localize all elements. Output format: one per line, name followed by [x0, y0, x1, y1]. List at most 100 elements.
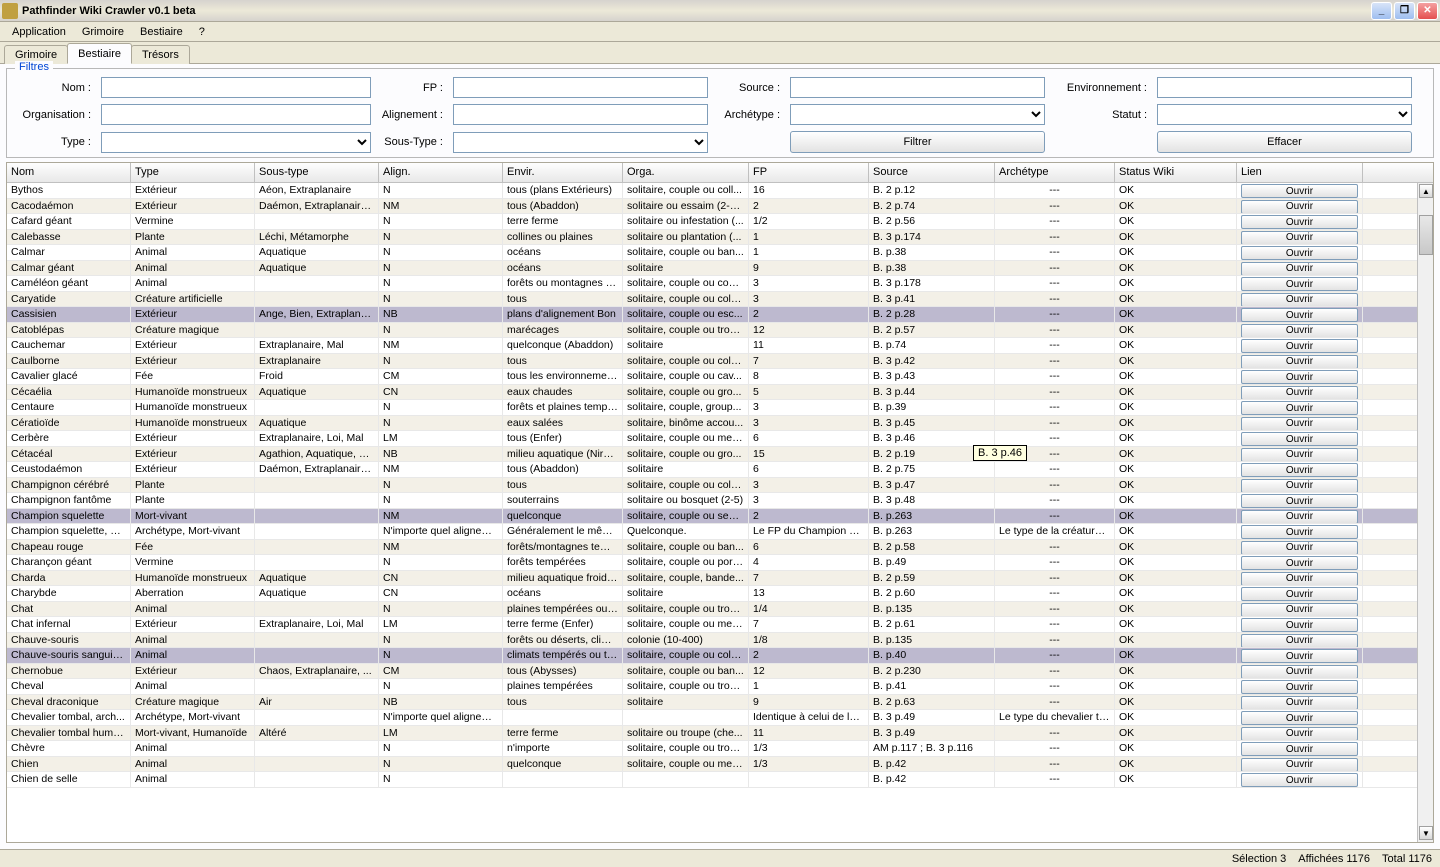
- ouvrir-button[interactable]: Ouvrir: [1241, 572, 1358, 586]
- menu-item-grimoire[interactable]: Grimoire: [74, 24, 132, 40]
- ouvrir-button[interactable]: Ouvrir: [1241, 200, 1358, 214]
- column-header-lien[interactable]: Lien: [1237, 163, 1363, 182]
- ouvrir-button[interactable]: Ouvrir: [1241, 634, 1358, 648]
- table-row[interactable]: Champion squeletteMort-vivantNMquelconqu…: [7, 509, 1421, 525]
- table-row[interactable]: Chevalier tombal humainMort-vivant, Huma…: [7, 726, 1421, 742]
- input-nom[interactable]: [101, 77, 371, 98]
- ouvrir-button[interactable]: Ouvrir: [1241, 696, 1358, 710]
- menu-item-bestiaire[interactable]: Bestiaire: [132, 24, 191, 40]
- ouvrir-button[interactable]: Ouvrir: [1241, 680, 1358, 694]
- select-statut[interactable]: [1157, 104, 1412, 125]
- table-row[interactable]: ChèvreAnimalNn'importesolitaire, couple …: [7, 741, 1421, 757]
- ouvrir-button[interactable]: Ouvrir: [1241, 262, 1358, 276]
- ouvrir-button[interactable]: Ouvrir: [1241, 758, 1358, 772]
- ouvrir-button[interactable]: Ouvrir: [1241, 293, 1358, 307]
- ouvrir-button[interactable]: Ouvrir: [1241, 711, 1358, 725]
- menu-item-application[interactable]: Application: [4, 24, 74, 40]
- table-row[interactable]: Charançon géantVermineNforêts tempéréess…: [7, 555, 1421, 571]
- select-type[interactable]: [101, 132, 371, 153]
- table-row[interactable]: Chapeau rougeFéeNMforêts/montagnes temp.…: [7, 540, 1421, 556]
- ouvrir-button[interactable]: Ouvrir: [1241, 246, 1358, 260]
- table-row[interactable]: Champignon cérébréPlanteNtoussolitaire, …: [7, 478, 1421, 494]
- ouvrir-button[interactable]: Ouvrir: [1241, 308, 1358, 322]
- ouvrir-button[interactable]: Ouvrir: [1241, 355, 1358, 369]
- table-row[interactable]: CeustodaémonExtérieurDaémon, Extraplanai…: [7, 462, 1421, 478]
- ouvrir-button[interactable]: Ouvrir: [1241, 618, 1358, 632]
- table-row[interactable]: CassisienExtérieurAnge, Bien, Extraplana…: [7, 307, 1421, 323]
- table-row[interactable]: BythosExtérieurAéon, ExtraplanaireNtous …: [7, 183, 1421, 199]
- input-fp[interactable]: [453, 77, 708, 98]
- effacer-button[interactable]: Effacer: [1157, 131, 1412, 153]
- tab-trésors[interactable]: Trésors: [131, 45, 190, 64]
- table-row[interactable]: Cavalier glacéFéeFroidCMtous les environ…: [7, 369, 1421, 385]
- table-row[interactable]: CécaéliaHumanoïde monstrueuxAquatiqueCNe…: [7, 385, 1421, 401]
- ouvrir-button[interactable]: Ouvrir: [1241, 773, 1358, 787]
- ouvrir-button[interactable]: Ouvrir: [1241, 479, 1358, 493]
- scroll-thumb[interactable]: [1419, 215, 1433, 255]
- table-row[interactable]: Cafard géantVermineNterre fermesolitaire…: [7, 214, 1421, 230]
- ouvrir-button[interactable]: Ouvrir: [1241, 525, 1358, 539]
- column-header-nom[interactable]: Nom: [7, 163, 131, 182]
- table-row[interactable]: Chauve-sourisAnimalNforêts ou déserts, c…: [7, 633, 1421, 649]
- table-row[interactable]: Calmar géantAnimalAquatiqueNocéanssolita…: [7, 261, 1421, 277]
- select-soustype[interactable]: [453, 132, 708, 153]
- ouvrir-button[interactable]: Ouvrir: [1241, 324, 1358, 338]
- ouvrir-button[interactable]: Ouvrir: [1241, 339, 1358, 353]
- ouvrir-button[interactable]: Ouvrir: [1241, 386, 1358, 400]
- ouvrir-button[interactable]: Ouvrir: [1241, 401, 1358, 415]
- column-header-archetype[interactable]: Archétype: [995, 163, 1115, 182]
- table-row[interactable]: CaulborneExtérieurExtraplanaireNtoussoli…: [7, 354, 1421, 370]
- ouvrir-button[interactable]: Ouvrir: [1241, 587, 1358, 601]
- maximize-button[interactable]: ❐: [1394, 2, 1415, 20]
- input-environnement[interactable]: [1157, 77, 1412, 98]
- minimize-button[interactable]: _: [1371, 2, 1392, 20]
- ouvrir-button[interactable]: Ouvrir: [1241, 231, 1358, 245]
- column-header-fp[interactable]: FP: [749, 163, 869, 182]
- table-row[interactable]: CalmarAnimalAquatiqueNocéanssolitaire, c…: [7, 245, 1421, 261]
- menu-item-[interactable]: ?: [191, 24, 213, 40]
- column-header-align[interactable]: Align.: [379, 163, 503, 182]
- table-row[interactable]: Champion squelette, ar...Archétype, Mort…: [7, 524, 1421, 540]
- ouvrir-button[interactable]: Ouvrir: [1241, 370, 1358, 384]
- select-archetype[interactable]: [790, 104, 1045, 125]
- table-row[interactable]: CauchemarExtérieurExtraplanaire, MalNMqu…: [7, 338, 1421, 354]
- table-row[interactable]: CératioïdeHumanoïde monstrueuxAquatiqueN…: [7, 416, 1421, 432]
- table-row[interactable]: Caméléon géantAnimalNforêts ou montagnes…: [7, 276, 1421, 292]
- ouvrir-button[interactable]: Ouvrir: [1241, 184, 1358, 198]
- table-row[interactable]: Chauve-souris sanguin...AnimalNclimats t…: [7, 648, 1421, 664]
- table-row[interactable]: Chat infernalExtérieurExtraplanaire, Loi…: [7, 617, 1421, 633]
- ouvrir-button[interactable]: Ouvrir: [1241, 556, 1358, 570]
- table-row[interactable]: CerbèreExtérieurExtraplanaire, Loi, MalL…: [7, 431, 1421, 447]
- table-row[interactable]: Champignon fantômePlanteNsouterrainssoli…: [7, 493, 1421, 509]
- ouvrir-button[interactable]: Ouvrir: [1241, 494, 1358, 508]
- ouvrir-button[interactable]: Ouvrir: [1241, 417, 1358, 431]
- ouvrir-button[interactable]: Ouvrir: [1241, 510, 1358, 524]
- table-row[interactable]: Cheval draconiqueCréature magiqueAirNBto…: [7, 695, 1421, 711]
- table-row[interactable]: Chien de selleAnimalNB. p.42---OKOuvrir: [7, 772, 1421, 788]
- ouvrir-button[interactable]: Ouvrir: [1241, 463, 1358, 477]
- input-alignement[interactable]: [453, 104, 708, 125]
- ouvrir-button[interactable]: Ouvrir: [1241, 603, 1358, 617]
- column-header-soustype[interactable]: Sous-type: [255, 163, 379, 182]
- input-source[interactable]: [790, 77, 1045, 98]
- table-row[interactable]: CaryatideCréature artificielleNtoussolit…: [7, 292, 1421, 308]
- column-header-orga[interactable]: Orga.: [623, 163, 749, 182]
- ouvrir-button[interactable]: Ouvrir: [1241, 742, 1358, 756]
- table-row[interactable]: Chevalier tombal, arch...Archétype, Mort…: [7, 710, 1421, 726]
- table-row[interactable]: ChernobueExtérieurChaos, Extraplanaire, …: [7, 664, 1421, 680]
- input-organisation[interactable]: [101, 104, 371, 125]
- close-button[interactable]: ✕: [1417, 2, 1438, 20]
- table-row[interactable]: CalebassePlanteLéchi, MétamorpheNcolline…: [7, 230, 1421, 246]
- ouvrir-button[interactable]: Ouvrir: [1241, 649, 1358, 663]
- table-row[interactable]: CharybdeAberrationAquatiqueCNocéanssolit…: [7, 586, 1421, 602]
- table-row[interactable]: CacodaémonExtérieurDaémon, Extraplanaire…: [7, 199, 1421, 215]
- filtrer-button[interactable]: Filtrer: [790, 131, 1045, 153]
- column-header-status[interactable]: Status Wiki: [1115, 163, 1237, 182]
- column-header-envir[interactable]: Envir.: [503, 163, 623, 182]
- ouvrir-button[interactable]: Ouvrir: [1241, 448, 1358, 462]
- tab-bestiaire[interactable]: Bestiaire: [67, 43, 132, 64]
- table-row[interactable]: ChardaHumanoïde monstrueuxAquatiqueCNmil…: [7, 571, 1421, 587]
- vertical-scrollbar[interactable]: ▲ ▼: [1417, 183, 1433, 842]
- table-row[interactable]: ChevalAnimalNplaines tempéréessolitaire,…: [7, 679, 1421, 695]
- ouvrir-button[interactable]: Ouvrir: [1241, 432, 1358, 446]
